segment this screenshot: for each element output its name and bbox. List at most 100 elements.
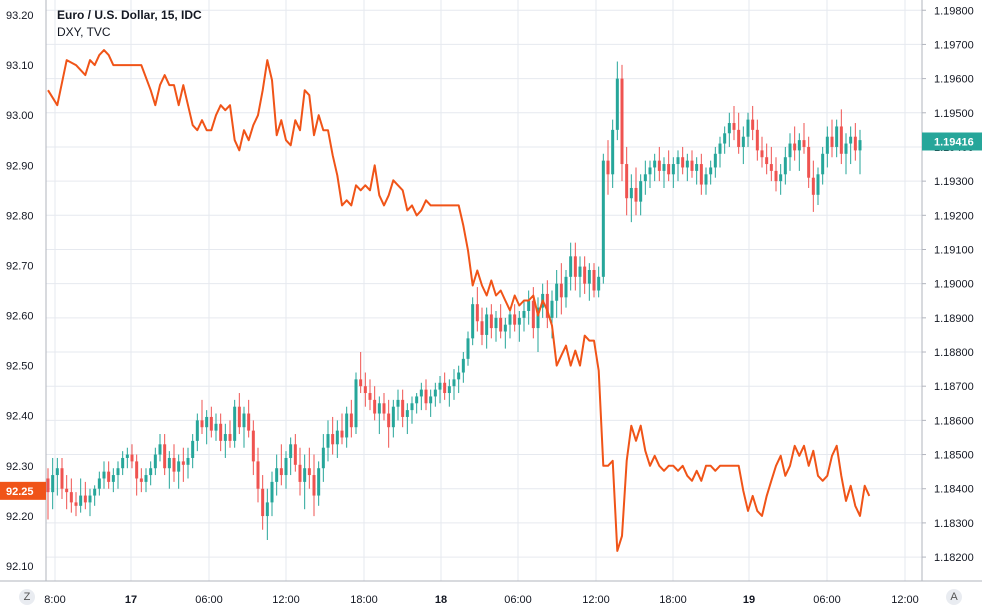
right-tick-label: 1.18700 — [934, 381, 974, 393]
candle-body — [564, 276, 568, 298]
candle-body — [611, 129, 615, 175]
candle-body — [583, 266, 587, 284]
candle-body — [662, 164, 666, 171]
candle-body — [186, 457, 190, 465]
scale-auto-left-button[interactable]: Z — [19, 589, 35, 605]
candle-body — [695, 164, 699, 171]
candle-body — [335, 430, 339, 445]
left-tick-label: 93.00 — [6, 110, 34, 122]
candle-body — [499, 317, 503, 332]
right-last-value-badge — [922, 132, 982, 151]
right-tick-label: 1.19800 — [934, 5, 974, 17]
candle-body — [807, 146, 811, 178]
right-tick-label: 1.19300 — [934, 176, 974, 188]
time-tick-label: 12:00 — [272, 594, 300, 606]
right-tick-label: 1.19500 — [934, 108, 974, 120]
candle-body — [573, 256, 577, 277]
candle-body — [657, 160, 661, 171]
candle-body — [233, 406, 237, 441]
candle-body — [228, 434, 232, 441]
right-tick-label: 1.18800 — [934, 347, 974, 359]
candle-body — [466, 338, 470, 359]
candle-body — [265, 502, 269, 517]
candle-body — [601, 160, 605, 277]
candle-body — [723, 133, 727, 144]
candle-body — [55, 468, 59, 476]
candle-body — [457, 372, 461, 380]
candle-body — [606, 160, 610, 175]
candle-body — [177, 461, 181, 472]
candle-body — [149, 468, 153, 476]
candle-body — [489, 314, 493, 329]
candle-body — [419, 389, 423, 397]
candle-body — [200, 420, 204, 428]
candle-body — [153, 454, 157, 469]
candle-body — [769, 164, 773, 171]
candle-body — [559, 283, 563, 298]
candle-body — [811, 177, 815, 195]
legend-title: Euro / U.S. Dollar, 15, IDC — [57, 8, 202, 22]
candle-body — [671, 164, 675, 175]
candle-body — [494, 317, 498, 329]
candle-body — [545, 293, 549, 318]
candle-body — [410, 403, 414, 411]
candle-body — [816, 174, 820, 195]
candle-body — [858, 140, 862, 151]
candle-body — [480, 321, 484, 335]
candle-body — [205, 416, 209, 428]
candle-body — [261, 488, 265, 517]
time-tick-label: 18:00 — [350, 594, 378, 606]
candle-body — [340, 430, 344, 438]
candle-body — [438, 382, 442, 390]
candle-body — [125, 454, 129, 458]
candle-body — [214, 423, 218, 431]
chart-legend: Euro / U.S. Dollar, 15, IDC DXY, TVC — [57, 8, 202, 39]
candle-body — [321, 447, 325, 469]
candle-body — [648, 167, 652, 175]
candle-body — [802, 140, 806, 147]
candle-body — [755, 129, 759, 151]
candle-body — [555, 283, 559, 301]
left-price-axis[interactable]: 93.20 93.10 93.00 92.90 92.80 92.70 92.60 92.50… — [6, 0, 47, 581]
time-tick-label: 12:00 — [891, 594, 919, 606]
candle-body — [298, 464, 302, 482]
left-tick-label: 93.20 — [6, 10, 34, 22]
dxy-line-series — [47, 49, 871, 552]
time-tick-label: 19 — [743, 594, 755, 606]
candle-body — [634, 187, 638, 202]
candle-body — [74, 502, 78, 506]
time-tick-label: 12:00 — [582, 594, 610, 606]
candle-body — [373, 399, 377, 414]
candle-body — [191, 440, 195, 458]
right-last-value-label: 1.19416 — [934, 136, 974, 148]
candle-body — [102, 471, 106, 479]
candle-body — [681, 157, 685, 168]
candle-body — [485, 314, 489, 335]
time-axis[interactable]: 8:00 17 06:00 12:00 18:00 18 06:00 12:00 18:00 19… — [0, 580, 982, 606]
candle-body — [289, 444, 293, 458]
right-tick-label: 1.18400 — [934, 484, 974, 496]
candle-body — [88, 495, 92, 503]
left-tick-label: 92.50 — [6, 361, 34, 373]
candle-body — [643, 174, 647, 182]
candle-body — [718, 143, 722, 154]
candle-body — [471, 304, 475, 339]
candle-body — [167, 457, 171, 469]
candle-body — [195, 420, 199, 441]
right-tick-label: 1.18500 — [934, 450, 974, 462]
candle-body — [508, 314, 512, 325]
candle-body — [597, 276, 601, 291]
candle-body — [415, 396, 419, 404]
candle-body — [587, 269, 591, 284]
left-last-value-label: 92.25 — [6, 486, 34, 498]
right-price-axis[interactable]: 1.198001.197001.196001.195001.194001.193… — [921, 0, 974, 581]
scale-auto-right-button[interactable]: A — [946, 589, 962, 605]
candle-body — [578, 266, 582, 277]
candle-body — [821, 153, 825, 175]
time-tick-label: 18 — [435, 594, 447, 606]
time-tick-label: 18:00 — [659, 594, 687, 606]
candle-body — [667, 164, 671, 175]
candle-body — [447, 386, 451, 394]
right-tick-label: 1.18300 — [934, 518, 974, 530]
